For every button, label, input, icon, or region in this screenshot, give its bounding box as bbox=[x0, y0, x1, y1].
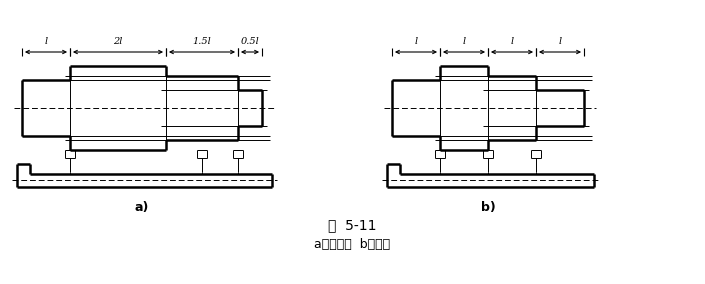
Text: 1.5l: 1.5l bbox=[192, 37, 211, 46]
Text: 2l: 2l bbox=[114, 37, 123, 46]
Text: a): a) bbox=[135, 201, 149, 214]
Text: l: l bbox=[462, 37, 465, 46]
Text: l: l bbox=[558, 37, 562, 46]
Text: b): b) bbox=[481, 201, 496, 214]
Text: 0.5l: 0.5l bbox=[240, 37, 259, 46]
Text: 图  5-11: 图 5-11 bbox=[328, 218, 376, 232]
Text: l: l bbox=[415, 37, 417, 46]
Text: a）不合理  b）合理: a）不合理 b）合理 bbox=[314, 238, 390, 251]
Text: l: l bbox=[510, 37, 513, 46]
Text: l: l bbox=[44, 37, 47, 46]
